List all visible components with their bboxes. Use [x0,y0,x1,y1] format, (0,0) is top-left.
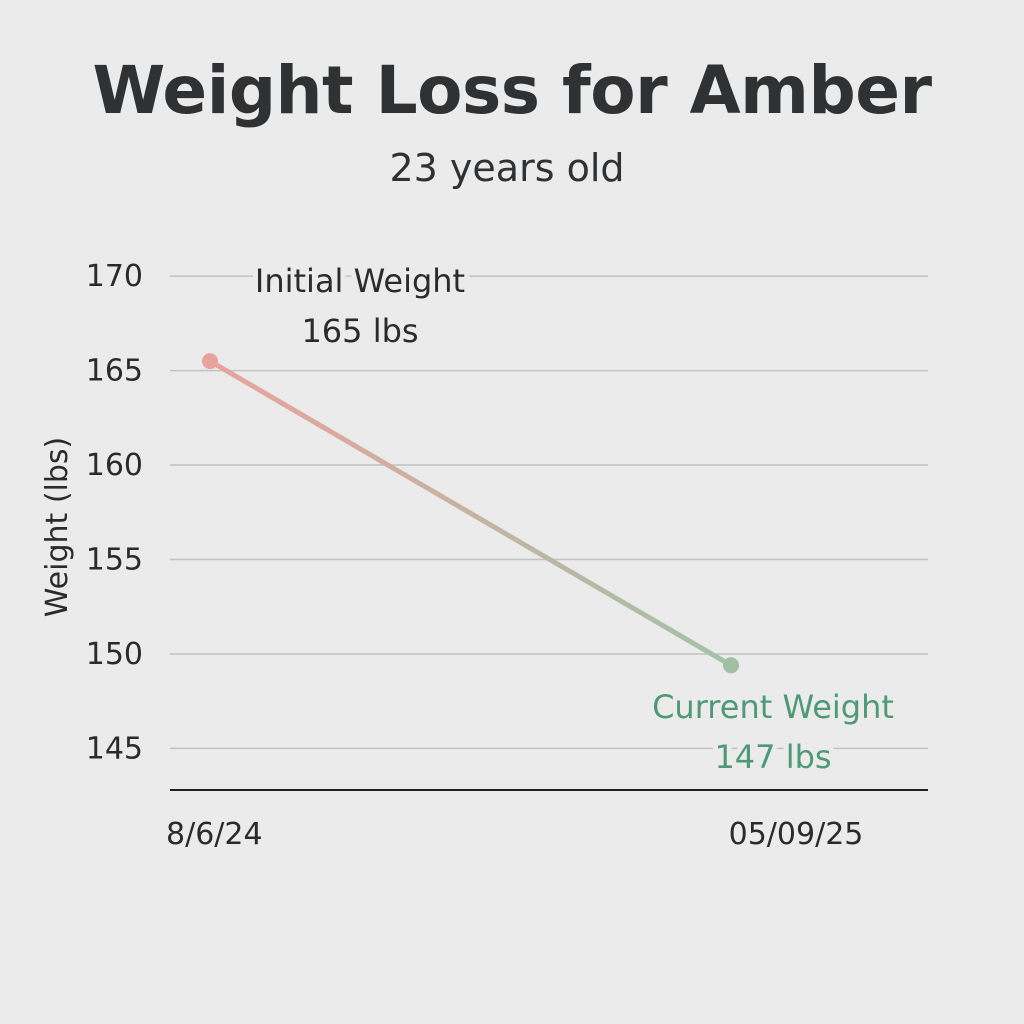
series-line [207,358,734,668]
y-tick-label: 160 [86,448,143,483]
y-tick-label: 170 [86,259,143,294]
current-point-marker [723,657,739,674]
y-tick-label: 165 [86,354,143,389]
x-tick-label: 05/09/25 [729,817,864,852]
initial-weight-annotation: Initial Weight [255,262,465,300]
series-layer [202,353,739,674]
chart-subtitle: 23 years old [389,146,625,190]
current-weight-annotation: 147 lbs [714,738,831,776]
current-weight-annotation: Current Weight [652,688,894,726]
grid-layer [170,275,928,750]
initial-point-marker [202,353,218,370]
y-tick-label: 145 [86,731,143,766]
initial-weight-annotation: 165 lbs [301,312,418,350]
annotation-layer: Initial Weight 165 lbs Current Weight 147 l… [250,257,899,781]
y-tick-label: 150 [86,637,143,672]
y-axis-title: Weight (lbs) [40,437,75,617]
chart-title: Weight Loss for Amber [92,52,932,129]
x-tick-label: 8/6/24 [166,817,263,852]
y-tick-label: 155 [86,543,143,578]
y-tick-labels: 145 150 155 160 165 170 [86,259,143,766]
x-tick-labels: 8/6/24 05/09/25 [166,817,863,852]
